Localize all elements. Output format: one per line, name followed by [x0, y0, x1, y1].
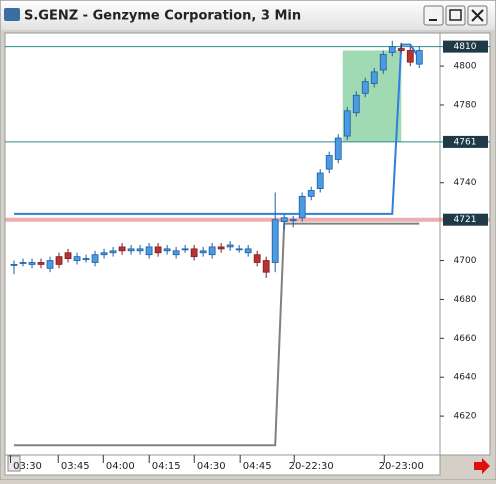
candle-body [100, 252, 108, 256]
x-tick-label: 04:00 [106, 461, 135, 472]
candle-body [145, 246, 153, 256]
app-icon [4, 8, 20, 21]
candle-body [154, 246, 162, 254]
candle-body [127, 248, 135, 252]
candle-body [37, 262, 45, 265]
y-tick-label: 4680 [454, 295, 477, 305]
candle-body [325, 155, 333, 170]
candle-body [10, 264, 18, 266]
candle-body [388, 46, 396, 53]
x-tick-label: 20-23:00 [379, 461, 424, 472]
candle-body [244, 248, 252, 254]
level-label: 4810 [454, 42, 477, 52]
overlay-line [14, 222, 420, 447]
candle-body [334, 137, 342, 160]
candle-body [28, 262, 36, 265]
candle-body [91, 254, 99, 263]
candle-body [118, 246, 126, 252]
x-tick-label: 04:45 [243, 461, 272, 472]
maximize-button[interactable] [445, 5, 466, 26]
candle-body [19, 262, 27, 264]
level-label-box [443, 135, 488, 148]
candle-body [172, 250, 180, 256]
window-buttons[interactable] [423, 5, 488, 26]
price-axis [439, 32, 491, 456]
y-tick-label: 4640 [454, 373, 477, 383]
x-tick-label: 04:15 [152, 461, 181, 472]
candle-body [64, 252, 72, 259]
candle-body [82, 258, 90, 260]
title-bar [1, 1, 495, 30]
candle-body [208, 246, 216, 256]
window-title: S.GENZ - Genzyme Corporation, 3 Min [24, 9, 301, 24]
candle-body [397, 48, 405, 51]
candle-body [406, 50, 414, 63]
candle-body [253, 254, 261, 263]
candle-body [217, 246, 225, 250]
candle-body [190, 248, 198, 258]
candle-body [271, 219, 279, 263]
candle-body [226, 244, 234, 248]
candle-body [262, 260, 270, 273]
candle-body [307, 190, 315, 197]
time-axis [4, 454, 441, 476]
y-tick-label: 4660 [454, 334, 477, 344]
x-tick-label: 20-22:30 [289, 461, 334, 472]
candle-body [73, 256, 81, 261]
candle-body [280, 217, 288, 223]
candle-body [361, 81, 369, 94]
candle-body [46, 260, 54, 269]
y-tick-label: 4700 [454, 256, 477, 266]
candle-body [415, 50, 423, 65]
candle-body [298, 195, 306, 219]
candle-body [370, 71, 378, 84]
x-tick-label: 03:30 [13, 461, 42, 472]
candle-body [235, 248, 243, 251]
level-label: 4721 [454, 215, 477, 225]
scroll-arrow[interactable] [474, 458, 490, 474]
highlight-zone [342, 50, 402, 142]
candle-body [352, 94, 360, 114]
candle-body [199, 250, 207, 254]
level-label-box [443, 213, 488, 226]
candle-body [181, 248, 189, 251]
y-tick-label: 4620 [454, 412, 477, 422]
y-tick-label: 4800 [454, 62, 477, 72]
level-label-box [443, 40, 488, 53]
overlay-line [14, 43, 421, 215]
candle-body [289, 219, 297, 222]
x-tick-label: 04:30 [197, 461, 226, 472]
x-tick-label: 03:45 [61, 461, 90, 472]
y-tick-label: 4780 [454, 100, 477, 110]
candle-body [109, 250, 117, 254]
y-tick-label: 4740 [454, 178, 477, 188]
candle-body [316, 172, 324, 189]
level-label: 4761 [454, 137, 477, 147]
minimize-button[interactable] [423, 5, 444, 26]
candle-body [163, 248, 171, 252]
candle-body [55, 256, 63, 265]
candle-body [136, 248, 144, 252]
candle-body [343, 110, 351, 137]
candle-body [379, 53, 387, 71]
